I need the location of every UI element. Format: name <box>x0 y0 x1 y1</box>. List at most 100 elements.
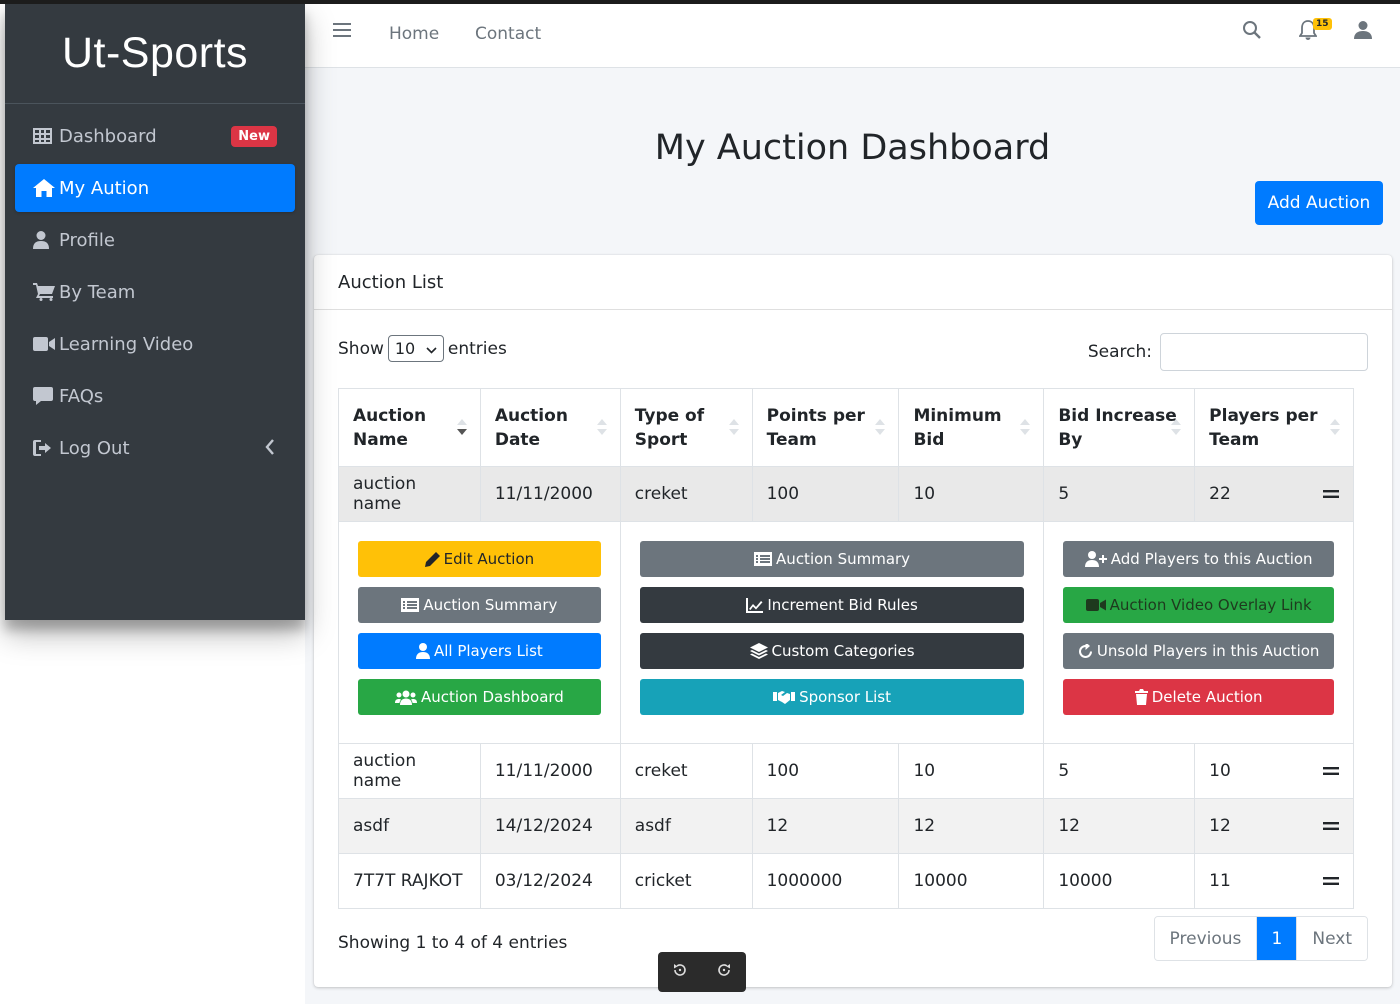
column-header-minimum-bid[interactable]: Minimum Bid <box>898 388 1045 467</box>
cell-bid-increase-by: 5 <box>1043 466 1196 522</box>
list-alt-icon <box>754 552 773 566</box>
cell-players-per-team: 11 <box>1194 853 1354 909</box>
entries-select-value: 10 <box>394 339 416 358</box>
header-label: Bid Increase By <box>1058 405 1177 450</box>
cell-type-of-sport: asdf <box>619 798 753 854</box>
user-icon[interactable] <box>1354 20 1372 44</box>
sponsor-list-button[interactable]: Sponsor List <box>639 679 1025 715</box>
video-icon <box>33 336 55 352</box>
cell-minimum-bid: 10000 <box>898 853 1045 909</box>
page-1-button[interactable]: 1 <box>1256 917 1297 960</box>
new-badge: New <box>231 125 277 147</box>
button-label: Edit Auction <box>443 550 535 568</box>
column-header-bid-increase-by[interactable]: Bid Increase By <box>1043 388 1196 467</box>
notification-badge: 15 <box>1313 18 1332 30</box>
auction-summary-button[interactable]: Auction Summary <box>358 587 601 623</box>
cell-players-per-team-value: 22 <box>1209 484 1231 504</box>
button-label: Auction Summary <box>776 550 911 568</box>
edit-auction-button[interactable]: Edit Auction <box>358 541 601 577</box>
auction-video-overlay-link-button[interactable]: Auction Video Overlay Link <box>1063 587 1334 623</box>
column-header-points-per-team[interactable]: Points per Team <box>751 388 900 467</box>
rotate-left-icon[interactable] <box>672 962 688 982</box>
button-label: Auction Dashboard <box>420 688 564 706</box>
sidebar-item-dashboard[interactable]: Dashboard New <box>15 112 295 160</box>
entries-select[interactable]: 10 <box>387 335 444 362</box>
user-icon <box>415 643 430 659</box>
nav-link-contact[interactable]: Contact <box>475 24 542 44</box>
sort-icon <box>1329 417 1341 444</box>
next-page-button[interactable]: Next <box>1296 917 1367 960</box>
add-players-button[interactable]: Add Players to this Auction <box>1063 541 1334 577</box>
cell-auction-name: 7T7T RAJKOT <box>338 853 481 909</box>
previous-page-button[interactable]: Previous <box>1154 917 1257 960</box>
header-label: Minimum Bid <box>913 405 1002 450</box>
cell-players-per-team: 12 <box>1194 798 1354 854</box>
comment-icon <box>33 387 55 405</box>
custom-categories-button[interactable]: Custom Categories <box>639 633 1025 669</box>
actions-column-3: Add Players to this Auction Auction Vide… <box>1043 521 1354 744</box>
table-row[interactable]: asdf 14/12/2024 asdf 12 12 12 12 <box>338 798 1354 854</box>
table-icon <box>33 128 55 144</box>
sidebar-item-log-out[interactable]: Log Out <box>15 424 295 472</box>
column-header-auction-date[interactable]: Auction Date <box>479 388 621 467</box>
user-icon <box>33 231 55 249</box>
header-label: Auction Name <box>353 405 427 450</box>
top-navbar: Home Contact 15 <box>305 4 1400 68</box>
sidebar: Ut-Sports Dashboard New My Aution Profil… <box>5 4 305 620</box>
cart-icon <box>33 283 55 301</box>
auction-summary-button-2[interactable]: Auction Summary <box>639 541 1025 577</box>
sidebar-item-label: By Team <box>59 281 136 303</box>
column-header-players-per-team[interactable]: Players per Team <box>1194 388 1354 467</box>
table-search: Search: <box>1088 333 1368 371</box>
sidebar-item-faqs[interactable]: FAQs <box>15 372 295 420</box>
layer-group-icon <box>749 643 768 659</box>
cell-players-per-team: 10 <box>1194 743 1354 799</box>
button-label: Add Players to this Auction <box>1110 550 1313 568</box>
expand-row-icon[interactable] <box>1323 871 1339 891</box>
button-label: Delete Auction <box>1151 688 1263 706</box>
users-icon <box>394 690 417 705</box>
cell-players-per-team: 22 <box>1194 466 1354 522</box>
nav-link-home[interactable]: Home <box>389 24 440 44</box>
cell-bid-increase-by: 10000 <box>1043 853 1196 909</box>
sidebar-item-label: Log Out <box>59 437 130 459</box>
sidebar-item-my-aution[interactable]: My Aution <box>15 164 295 212</box>
button-label: Custom Categories <box>771 642 915 660</box>
pagination: Previous 1 Next <box>1153 916 1368 961</box>
search-icon[interactable] <box>1242 20 1262 44</box>
unsold-players-button[interactable]: Unsold Players in this Auction <box>1063 633 1334 669</box>
hamburger-icon[interactable] <box>333 22 351 42</box>
sidebar-item-profile[interactable]: Profile <box>15 216 295 264</box>
header-label: Auction Date <box>494 405 568 450</box>
auction-dashboard-button[interactable]: Auction Dashboard <box>358 679 601 715</box>
expand-row-icon[interactable] <box>1323 816 1339 836</box>
expand-row-icon[interactable] <box>1323 761 1339 781</box>
all-players-list-button[interactable]: All Players List <box>358 633 601 669</box>
table-row[interactable]: auction name 11/11/2000 creket 100 10 5 … <box>338 743 1354 799</box>
page-title: My Auction Dashboard <box>654 128 1051 168</box>
search-label: Search: <box>1087 342 1152 362</box>
increment-bid-rules-button[interactable]: Increment Bid Rules <box>639 587 1025 623</box>
entries-label: entries <box>447 338 507 359</box>
search-input[interactable] <box>1160 333 1368 371</box>
sort-desc-icon <box>456 417 468 444</box>
cell-auction-name: auction name <box>338 743 481 799</box>
sidebar-item-label: My Aution <box>59 177 150 199</box>
sidebar-item-by-team[interactable]: By Team <box>15 268 295 316</box>
rotate-right-icon[interactable] <box>716 962 732 982</box>
cell-points-per-team: 100 <box>751 466 900 522</box>
sidebar-item-learning-video[interactable]: Learning Video <box>15 320 295 368</box>
cell-type-of-sport: cricket <box>619 853 753 909</box>
brand-logo[interactable]: Ut-Sports <box>5 4 305 104</box>
cell-bid-increase-by: 12 <box>1043 798 1196 854</box>
delete-auction-button[interactable]: Delete Auction <box>1063 679 1334 715</box>
table-row[interactable]: 7T7T RAJKOT 03/12/2024 cricket 1000000 1… <box>338 853 1354 909</box>
column-header-auction-name[interactable]: Auction Name <box>338 388 481 467</box>
bell-icon[interactable]: 15 <box>1298 18 1332 44</box>
table-row[interactable]: auction name 11/11/2000 creket 100 10 5 … <box>338 466 1354 522</box>
header-label: Players per Team <box>1209 405 1318 450</box>
collapse-row-icon[interactable] <box>1323 484 1339 504</box>
add-auction-button[interactable]: Add Auction <box>1255 181 1383 225</box>
column-header-type-of-sport[interactable]: Type of Sport <box>619 388 753 467</box>
cell-players-per-team-value: 10 <box>1209 761 1231 781</box>
